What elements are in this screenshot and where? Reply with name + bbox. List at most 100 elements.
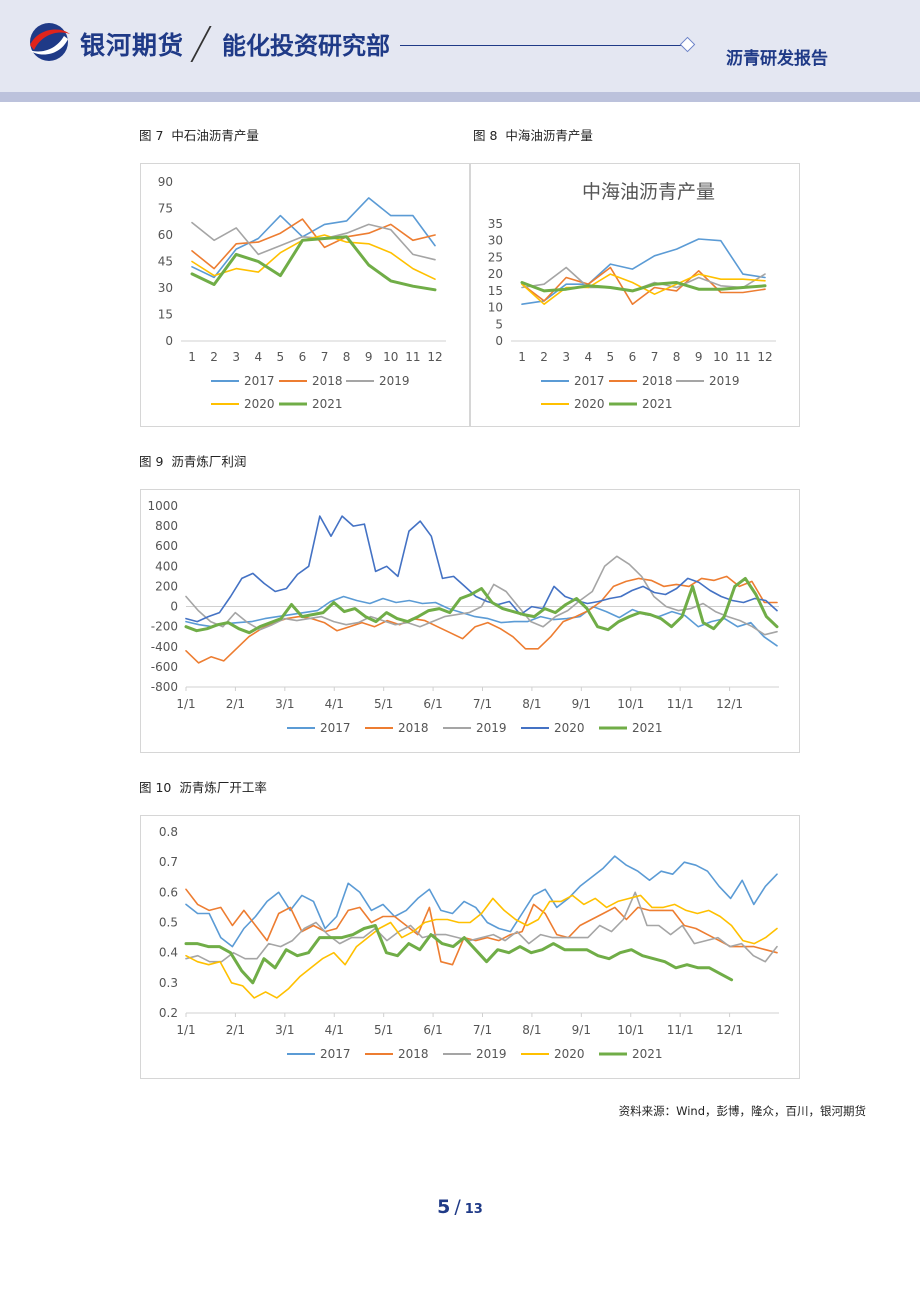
x-tick-label: 8/1: [522, 1023, 541, 1037]
x-tick-label: 5/1: [374, 1023, 393, 1037]
data-source-note: 资料来源：Wind，彭博，隆众，百川，银河期货: [618, 1104, 866, 1118]
y-tick-label: 1000: [147, 499, 178, 513]
x-tick-label: 5: [607, 350, 615, 364]
x-tick-label: 9/1: [572, 1023, 591, 1037]
x-tick-label: 1/1: [176, 1023, 195, 1037]
x-tick-label: 12: [757, 350, 772, 364]
x-tick-label: 2/1: [226, 697, 245, 711]
series-line-2017: [185, 855, 778, 948]
x-tick-label: 10: [713, 350, 728, 364]
y-tick-label: 15: [488, 284, 503, 298]
x-tick-label: 1: [188, 350, 196, 364]
x-tick-label: 11/1: [667, 1023, 694, 1037]
page-number: 5/13: [0, 1196, 920, 1218]
y-tick-label: 800: [155, 519, 178, 533]
series-line-2018: [521, 266, 766, 305]
department-name: 能化投资研究部: [222, 32, 390, 60]
x-tick-label: 6/1: [423, 1023, 442, 1037]
y-tick-label: 10: [488, 301, 503, 315]
y-tick-label: 30: [158, 281, 173, 295]
legend-label-2020: 2020: [244, 397, 275, 411]
x-tick-label: 1: [518, 350, 526, 364]
series-line-2019: [191, 221, 436, 261]
series-line-2021: [184, 924, 734, 985]
page-separator: /: [454, 1196, 461, 1218]
legend-label-2021: 2021: [632, 721, 663, 735]
legend-label-2017: 2017: [320, 721, 351, 735]
legend-label-2017: 2017: [244, 374, 275, 388]
x-tick-label: 11/1: [667, 697, 694, 711]
x-tick-label: 5: [277, 350, 285, 364]
x-tick-label: 2: [540, 350, 548, 364]
series-line-2021: [520, 281, 767, 293]
figure-9-caption: 图 9 沥青炼厂利润: [139, 451, 246, 470]
x-tick-label: 10/1: [617, 697, 644, 711]
legend-label-2020: 2020: [554, 721, 585, 735]
legend-label-2021: 2021: [632, 1047, 663, 1061]
y-tick-label: 0: [165, 334, 173, 348]
y-tick-label: 0.6: [159, 885, 178, 899]
x-tick-label: 6/1: [423, 697, 442, 711]
y-tick-label: 0.5: [159, 916, 178, 930]
x-tick-label: 1/1: [176, 697, 195, 711]
y-tick-label: 0: [495, 334, 503, 348]
y-tick-label: 35: [488, 217, 503, 231]
y-tick-label: -400: [151, 640, 178, 654]
refinery-operating-rate-chart: 0.2 0.3 0.4 0.5 0.6 0.7 0.8 1/1 2/1 3/1 4/1 5/1 6/1 7…: [159, 825, 779, 1061]
legend-label-2021: 2021: [642, 397, 673, 411]
chart-title: 中海油沥青产量: [582, 181, 715, 203]
legend-label-2019: 2019: [476, 721, 507, 735]
page-current: 5: [437, 1196, 451, 1218]
figure-10-caption: 图 10 沥青炼厂开工率: [139, 777, 267, 796]
x-tick-label: 9: [695, 350, 703, 364]
x-tick-label: 3/1: [275, 1023, 294, 1037]
x-tick-label: 12/1: [716, 1023, 743, 1037]
figure-8-number: 图 8: [473, 128, 498, 143]
legend-label-2018: 2018: [398, 1047, 429, 1061]
chart-frame-f7: 0 15 30 45 60 75 90 1 2 3 4 5 6 7 8 9 10 11 12 2017 2018 2019…: [140, 163, 470, 427]
x-tick-label: 9: [365, 350, 373, 364]
y-tick-label: -200: [151, 620, 178, 634]
y-tick-label: 15: [158, 308, 173, 322]
x-tick-label: 9/1: [572, 697, 591, 711]
legend-label-2019: 2019: [379, 374, 410, 388]
series-line-2020: [185, 515, 778, 623]
y-tick-label: 45: [158, 255, 173, 269]
galaxy-futures-logo-icon: [29, 23, 70, 61]
series-line-2018: [191, 218, 436, 270]
y-tick-label: 75: [158, 202, 173, 216]
figure-9-number: 图 9: [139, 454, 164, 469]
x-tick-label: 10/1: [617, 1023, 644, 1037]
refinery-profit-chart: -800 -600 -400 -200 0 200 400 600 800 1000 1/1 2/1 3…: [147, 499, 779, 735]
x-tick-label: 11: [735, 350, 750, 364]
y-tick-label: 20: [488, 267, 503, 281]
chart-frame-f8: 中海油沥青产量 0 5 10 15 20 25 30 35 1 2 3 4 5 6 7 8 9 10 11 12 2017…: [470, 163, 800, 427]
x-tick-label: 2/1: [226, 1023, 245, 1037]
legend-label-2017: 2017: [320, 1047, 351, 1061]
x-tick-label: 12/1: [716, 697, 743, 711]
x-tick-label: 3: [562, 350, 570, 364]
legend-label-2021: 2021: [312, 397, 343, 411]
series-line-2020: [185, 894, 778, 999]
y-tick-label: 200: [155, 579, 178, 593]
x-tick-label: 8/1: [522, 697, 541, 711]
x-tick-label: 6: [629, 350, 637, 364]
diamond-icon: [679, 36, 696, 53]
x-tick-label: 7/1: [473, 697, 492, 711]
x-tick-label: 10: [383, 350, 398, 364]
x-tick-label: 12: [427, 350, 442, 364]
y-tick-label: 0.7: [159, 855, 178, 869]
x-tick-label: 7: [651, 350, 659, 364]
company-name: 银河期货: [80, 31, 185, 60]
y-tick-label: 0.4: [159, 946, 178, 960]
series-line-2017: [521, 238, 766, 305]
header-divider: [190, 26, 212, 62]
figure-7-title: 中石油沥青产量: [171, 128, 259, 143]
report-type: 沥青研发报告: [726, 49, 828, 69]
x-tick-label: 4/1: [325, 1023, 344, 1037]
series-line-2020: [191, 234, 436, 280]
legend-label-2020: 2020: [574, 397, 605, 411]
y-tick-label: 60: [158, 228, 173, 242]
